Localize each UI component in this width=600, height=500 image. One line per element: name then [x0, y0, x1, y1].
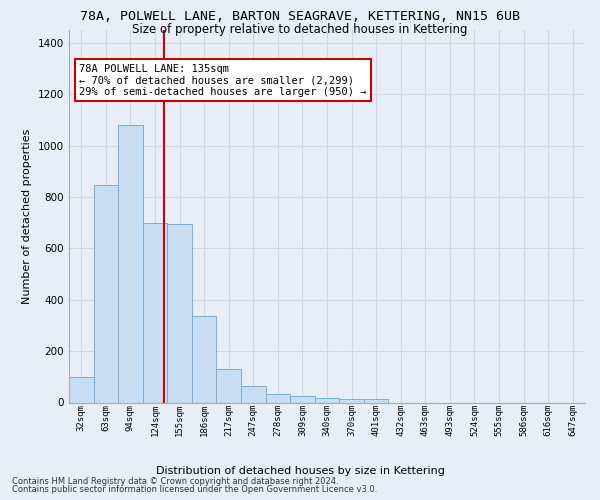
Bar	[266, 394, 290, 402]
Bar	[69, 377, 94, 402]
Text: 78A, POLWELL LANE, BARTON SEAGRAVE, KETTERING, NN15 6UB: 78A, POLWELL LANE, BARTON SEAGRAVE, KETT…	[80, 10, 520, 23]
Bar	[241, 386, 266, 402]
Bar	[364, 398, 388, 402]
Bar	[315, 398, 339, 402]
Bar	[290, 396, 315, 402]
Text: Contains HM Land Registry data © Crown copyright and database right 2024.: Contains HM Land Registry data © Crown c…	[12, 477, 338, 486]
Y-axis label: Number of detached properties: Number of detached properties	[22, 128, 32, 304]
Bar	[339, 398, 364, 402]
Bar	[118, 125, 143, 402]
Text: Size of property relative to detached houses in Kettering: Size of property relative to detached ho…	[132, 22, 468, 36]
Bar	[94, 186, 118, 402]
Bar	[167, 224, 192, 402]
Text: 78A POLWELL LANE: 135sqm
← 70% of detached houses are smaller (2,299)
29% of sem: 78A POLWELL LANE: 135sqm ← 70% of detach…	[79, 64, 367, 96]
Bar	[143, 222, 167, 402]
Text: Contains public sector information licensed under the Open Government Licence v3: Contains public sector information licen…	[12, 485, 377, 494]
Bar	[217, 369, 241, 402]
Bar	[192, 316, 217, 402]
Text: Distribution of detached houses by size in Kettering: Distribution of detached houses by size …	[155, 466, 445, 476]
